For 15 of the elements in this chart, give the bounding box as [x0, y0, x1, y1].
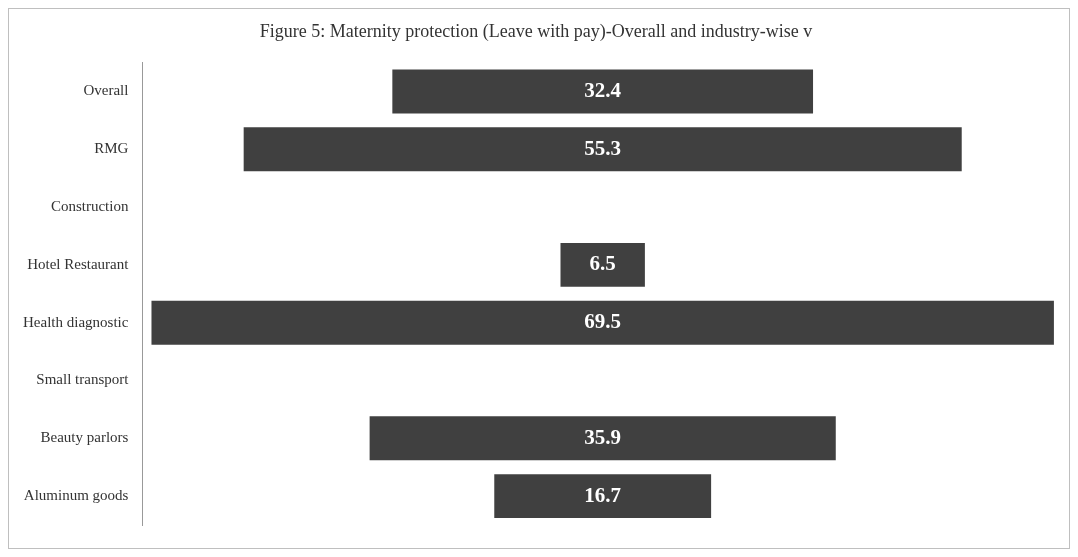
data-label: 35.9	[584, 424, 622, 449]
category-label: Construction	[50, 198, 129, 215]
category-label: RMG	[94, 140, 129, 157]
text: Figure 5: Maternity protection (Leave with pay)-Overall and industry-wise v	[259, 20, 813, 42]
category-label: Beauty parlors	[40, 429, 129, 446]
category-label: Hotel Restaurant	[27, 255, 130, 272]
category-label: Aluminum goods	[23, 487, 129, 504]
data-label: 55.3	[584, 135, 622, 160]
data-label: 32.4	[584, 77, 622, 102]
category-label: Health diagnostic	[23, 313, 129, 330]
data-label: 16.7	[584, 482, 622, 507]
category-label: Overall	[83, 82, 129, 99]
data-label: 69.5	[584, 309, 622, 334]
category-label: Small transport	[36, 371, 130, 388]
data-label: 6.5	[589, 251, 616, 276]
